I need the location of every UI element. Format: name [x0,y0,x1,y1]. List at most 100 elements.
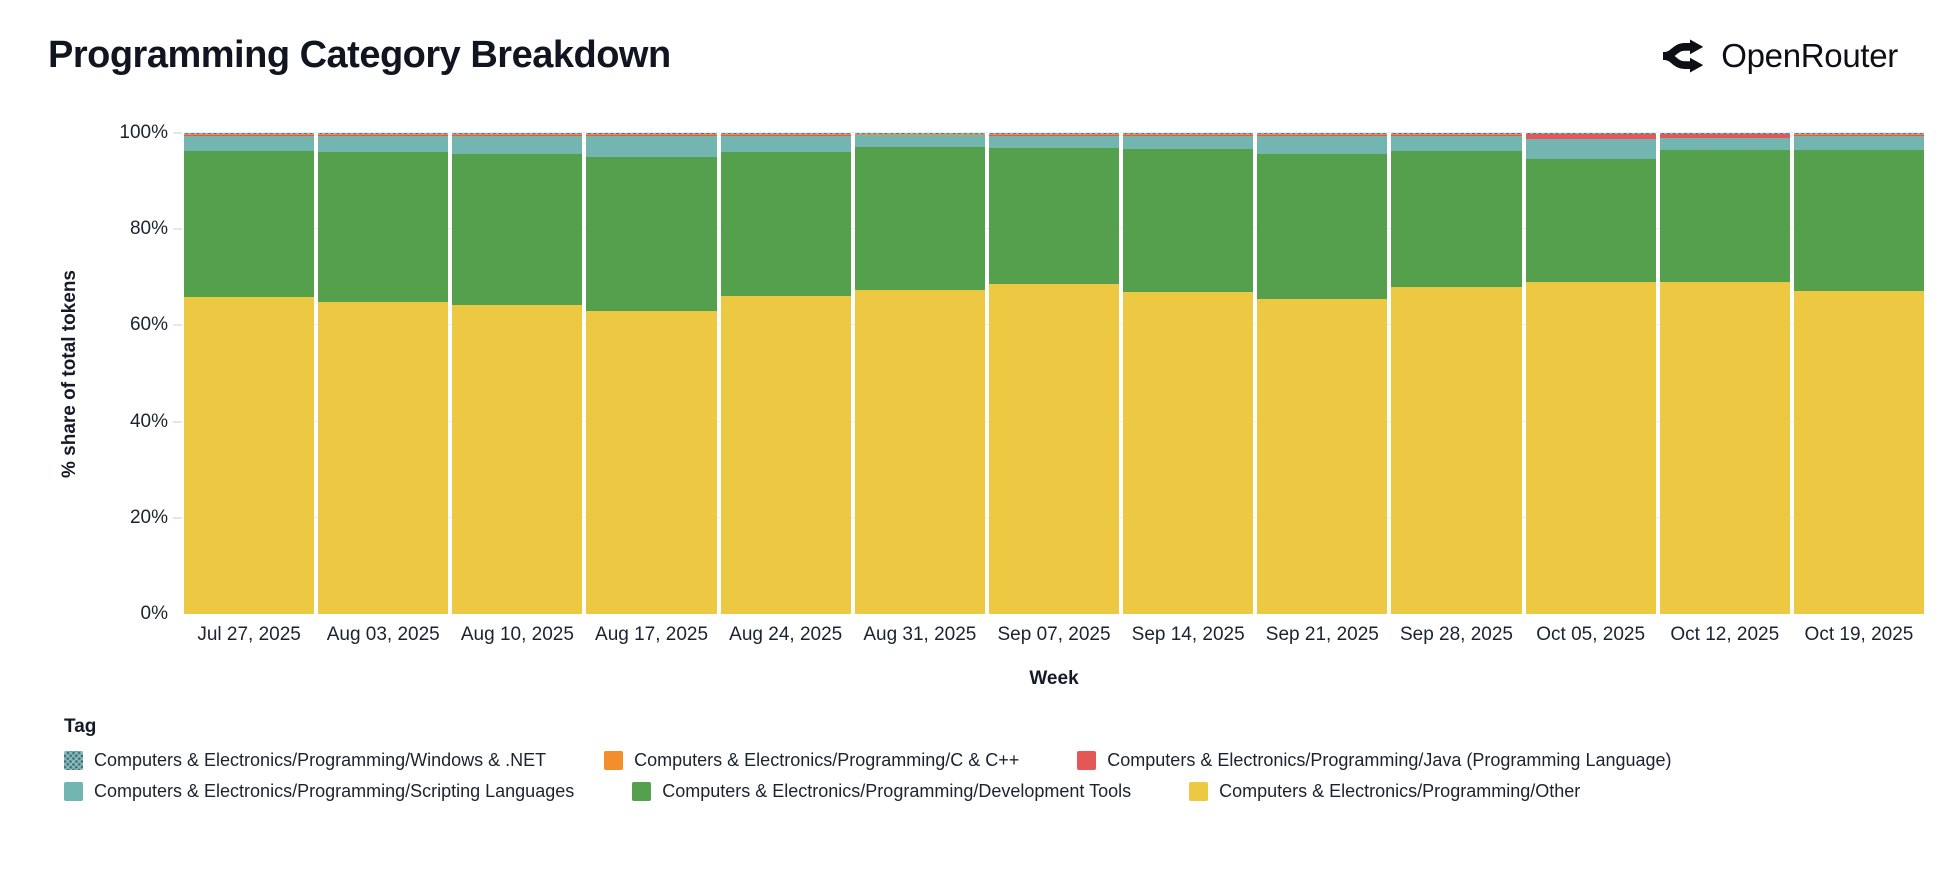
bar-segment[interactable] [1257,135,1388,154]
stacked-bar[interactable] [1257,133,1388,614]
y-tick-mark [173,516,182,519]
bar-segment[interactable] [720,151,851,296]
stacked-bar[interactable] [318,133,449,614]
legend-swatch [632,782,652,801]
x-tick-label: Aug 17, 2025 [595,624,709,645]
legend-item[interactable]: Computers & Electronics/Programming/Java… [1077,750,1672,771]
bars [184,133,1925,614]
legend-item[interactable]: Computers & Electronics/Programming/Othe… [1189,781,1580,802]
bar-segment[interactable] [1391,287,1522,614]
stacked-bar[interactable] [1525,133,1656,614]
bar-segment[interactable] [452,133,583,136]
stacked-bar[interactable] [586,133,717,614]
bar-segment[interactable] [1391,135,1522,151]
bar-segment[interactable] [1525,282,1656,614]
y-axis-title: % share of total tokens [59,269,80,478]
bar-segment[interactable] [1793,290,1925,614]
stacked-bar[interactable] [854,133,985,614]
stacked-bar[interactable] [1123,133,1254,614]
legend-item[interactable]: Computers & Electronics/Programming/Scri… [64,781,574,802]
bar-segment[interactable] [720,135,851,152]
bar-segment[interactable] [1793,150,1925,291]
legend-label: Computers & Electronics/Programming/Scri… [94,781,575,801]
bar-segment[interactable] [1793,135,1925,151]
stacked-bar[interactable] [988,133,1120,614]
legend-label: Computers & Electronics/Programming/Deve… [662,781,1132,801]
y-axis-ticks: 0% 20% 40% 60% 80% 100% [92,123,184,624]
bar-segment[interactable] [1659,138,1790,151]
legend-swatch [64,782,83,801]
bar-segment[interactable] [720,133,851,136]
y-tick-label: 100% [119,122,168,143]
stacked-bar[interactable] [184,133,315,614]
bar-segment[interactable] [988,147,1120,285]
legend-label: Computers & Electronics/Programming/C & … [634,750,1020,770]
bar-segment[interactable] [854,133,985,135]
x-tick-label: Oct 05, 2025 [1536,624,1646,645]
legend-item[interactable]: Computers & Electronics/Programming/Deve… [632,781,1131,802]
stacked-bar[interactable] [1793,133,1925,614]
x-tick-label: Aug 10, 2025 [460,624,574,645]
bar-segment[interactable] [586,156,717,312]
bar-segment[interactable] [184,296,315,614]
bar-segment[interactable] [1659,150,1790,283]
bar-segment[interactable] [1525,134,1656,139]
bar-segment[interactable] [586,133,717,136]
bar-segment[interactable] [1525,138,1656,159]
bar-segment[interactable] [1123,135,1254,149]
stacked-bar[interactable] [1659,133,1790,614]
x-tick-label: Sep 07, 2025 [997,624,1111,645]
chart-container: % share of total tokens 0% 20% 40% 60% 80% 10… [48,123,1925,690]
bar-segment[interactable] [1123,148,1254,293]
x-tick-label: Jul 27, 2025 [197,624,301,645]
bar-segment[interactable] [988,135,1120,148]
bar-segment[interactable] [1391,150,1522,288]
bar-segment[interactable] [1793,133,1925,136]
x-tick-label: Sep 28, 2025 [1399,624,1513,645]
x-tick-label: Aug 24, 2025 [729,624,843,645]
stacked-bar[interactable] [1391,133,1522,614]
bar-segment[interactable] [184,133,315,136]
y-tick-label: 60% [129,314,168,336]
legend-swatch [604,751,624,770]
legend-item[interactable]: Computers & Electronics/Programming/C & … [604,750,1019,771]
stacked-bar[interactable] [452,133,583,614]
bar-segment[interactable] [1123,292,1254,614]
bar-segment[interactable] [988,133,1120,136]
bar-segment[interactable] [854,146,985,290]
bar-segment[interactable] [586,311,717,614]
bar-segment[interactable] [586,135,717,157]
bar-segment[interactable] [988,284,1120,614]
bar-segment[interactable] [318,152,449,303]
bar-segment[interactable] [1257,299,1388,614]
bar-segment[interactable] [1123,133,1254,136]
bar-segment[interactable] [452,305,583,614]
page-title: Programming Category Breakdown [48,34,671,76]
bar-segment[interactable] [1659,134,1790,139]
bar-segment[interactable] [318,133,449,136]
x-tick-label: Oct 12, 2025 [1670,624,1780,645]
bar-segment[interactable] [184,135,315,152]
x-axis-labels: Jul 27, 2025 Aug 03, 2025 Aug 10, 2025 Aug … [184,624,1924,646]
legend-item[interactable]: Computers & Electronics/Programming/Wind… [64,750,546,771]
bar-segment[interactable] [1257,153,1388,300]
y-tick-mark [173,420,182,423]
bar-segment[interactable] [1525,159,1656,283]
gridline [184,132,1924,133]
bar-segment[interactable] [452,135,583,155]
bar-segment[interactable] [452,154,583,306]
bar-segment[interactable] [854,289,985,614]
bar-segment[interactable] [318,302,449,614]
stacked-bar[interactable] [720,133,851,614]
bar-segment[interactable] [720,295,851,614]
x-tick-label: Oct 19, 2025 [1804,624,1914,645]
bar-segment[interactable] [1257,133,1388,136]
bar-segment[interactable] [1659,282,1790,614]
y-tick-label: 0% [140,603,168,624]
openrouter-logo-text: OpenRouter [1721,36,1898,74]
x-tick-label: Sep 21, 2025 [1265,624,1379,645]
bar-segment[interactable] [184,151,315,297]
bar-segment[interactable] [318,135,449,153]
bar-segment[interactable] [1391,133,1522,136]
bar-segment[interactable] [854,135,985,147]
